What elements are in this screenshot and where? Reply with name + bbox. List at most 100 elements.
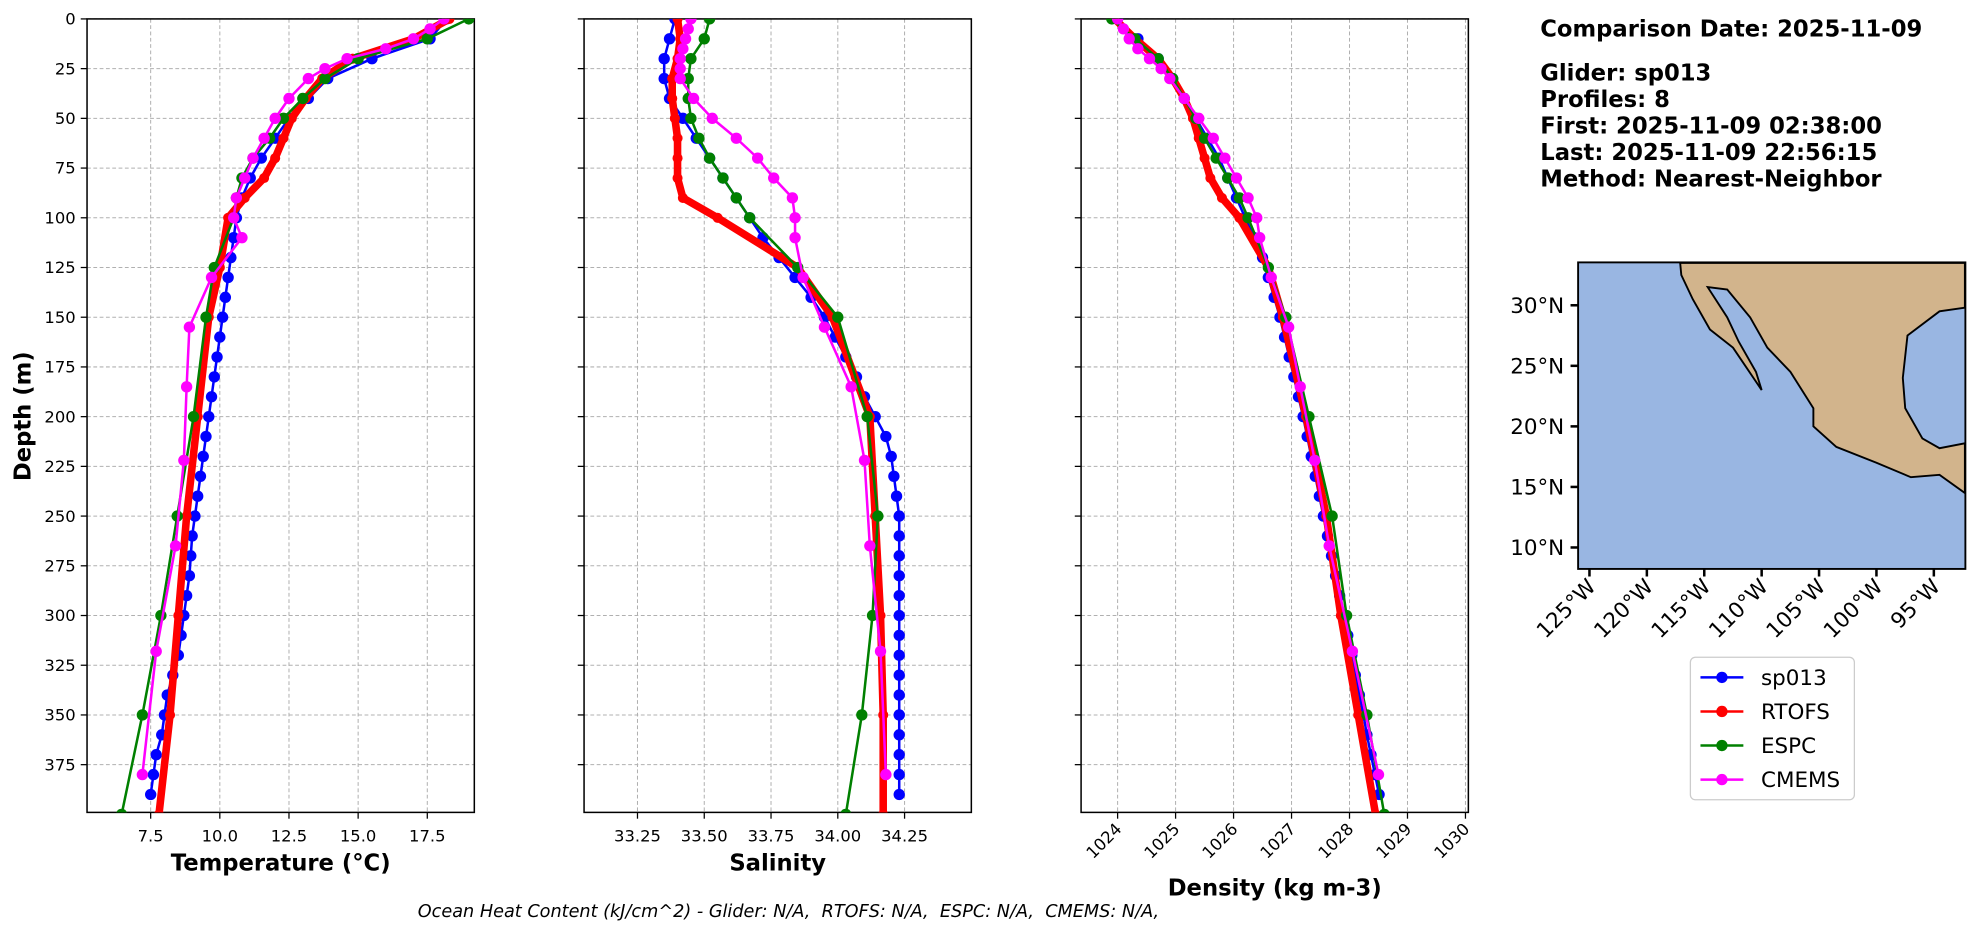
marker	[1253, 231, 1266, 244]
marker	[893, 629, 905, 642]
marker	[186, 530, 198, 542]
marker	[319, 62, 331, 75]
marker	[703, 152, 716, 164]
marker	[1323, 540, 1335, 552]
map	[1577, 261, 1967, 570]
marker	[861, 410, 873, 423]
x-tick-label: 7.5	[138, 826, 164, 845]
y-axis-label: Depth (m)	[10, 351, 36, 481]
marker	[200, 311, 212, 323]
marker	[1193, 112, 1205, 125]
marker	[116, 808, 127, 813]
marker	[183, 570, 196, 582]
lat-label: 15°N	[1510, 476, 1564, 501]
x-tick-label: 33.75	[748, 826, 795, 845]
info-line: Last: 2025-11-09 22:56:15	[1540, 140, 1877, 166]
y-tick-label: 375	[44, 755, 75, 774]
marker	[672, 172, 683, 184]
y-tick-label: 350	[44, 706, 75, 725]
marker	[685, 53, 697, 65]
marker	[205, 271, 218, 284]
marker	[789, 231, 801, 244]
marker	[214, 331, 226, 343]
marker	[1265, 271, 1277, 284]
marker	[154, 809, 164, 813]
marker	[463, 18, 475, 25]
footer: Ocean Heat Content (kJ/cm^2) - Glider: N…	[418, 902, 1159, 922]
x-axis-label: Density (kg m-3)	[1168, 876, 1382, 902]
marker	[858, 454, 871, 467]
marker	[878, 809, 888, 813]
marker	[669, 113, 680, 124]
marker	[189, 510, 201, 522]
legend-label: CMEMS	[1761, 768, 1840, 793]
marker	[150, 749, 162, 761]
marker	[1242, 192, 1254, 204]
marker	[893, 530, 905, 542]
marker	[677, 43, 689, 55]
legend-marker	[1716, 739, 1728, 752]
marker	[667, 93, 678, 104]
marker	[672, 18, 683, 24]
marker	[703, 18, 716, 25]
marker	[693, 132, 705, 144]
marker	[407, 33, 420, 45]
marker	[890, 490, 903, 502]
x-tick-label: 33.50	[681, 826, 728, 845]
marker	[674, 72, 686, 85]
marker	[1326, 510, 1338, 522]
series-line	[1116, 18, 1380, 775]
marker	[230, 192, 243, 204]
marker	[192, 490, 204, 502]
y-tick-label: 100	[44, 208, 75, 227]
marker	[1294, 381, 1306, 393]
marker	[278, 133, 289, 144]
info-line: Comparison Date: 2025-11-09	[1540, 17, 1922, 43]
marker	[194, 470, 207, 482]
marker	[169, 540, 182, 552]
marker	[864, 540, 876, 552]
marker	[286, 113, 297, 124]
map-frame	[1577, 261, 1967, 570]
marker	[1164, 72, 1176, 85]
marker	[667, 73, 678, 84]
marker	[164, 709, 176, 720]
marker	[1143, 53, 1156, 65]
marker	[270, 153, 281, 164]
marker	[136, 709, 149, 721]
marker	[663, 33, 676, 45]
marker	[211, 351, 223, 363]
marker	[880, 430, 892, 443]
marker	[227, 231, 240, 244]
marker	[341, 53, 353, 65]
marker	[1370, 809, 1381, 813]
marker	[227, 212, 240, 224]
marker	[672, 153, 683, 164]
info-line: First: 2025-11-09 02:38:00	[1540, 114, 1882, 140]
marker	[150, 645, 162, 657]
data	[658, 18, 905, 813]
marker	[1132, 43, 1144, 55]
marker	[872, 510, 884, 522]
marker	[200, 430, 212, 443]
marker	[730, 132, 742, 144]
marker	[893, 609, 905, 622]
y-tick-label: 275	[44, 556, 75, 575]
marker	[181, 511, 192, 522]
marker	[893, 749, 905, 761]
marker	[893, 729, 905, 741]
marker	[1353, 709, 1364, 720]
y-tick-label: 250	[44, 507, 75, 526]
marker	[1282, 321, 1295, 333]
y-tick-label: 25	[55, 59, 76, 78]
marker	[239, 172, 251, 184]
marker	[302, 72, 315, 85]
marker	[219, 291, 232, 304]
marker	[672, 133, 683, 144]
marker	[1207, 132, 1219, 144]
marker	[893, 649, 905, 661]
marker	[1242, 212, 1254, 224]
info-line: Glider: sp013	[1540, 61, 1711, 87]
marker	[1117, 23, 1130, 35]
